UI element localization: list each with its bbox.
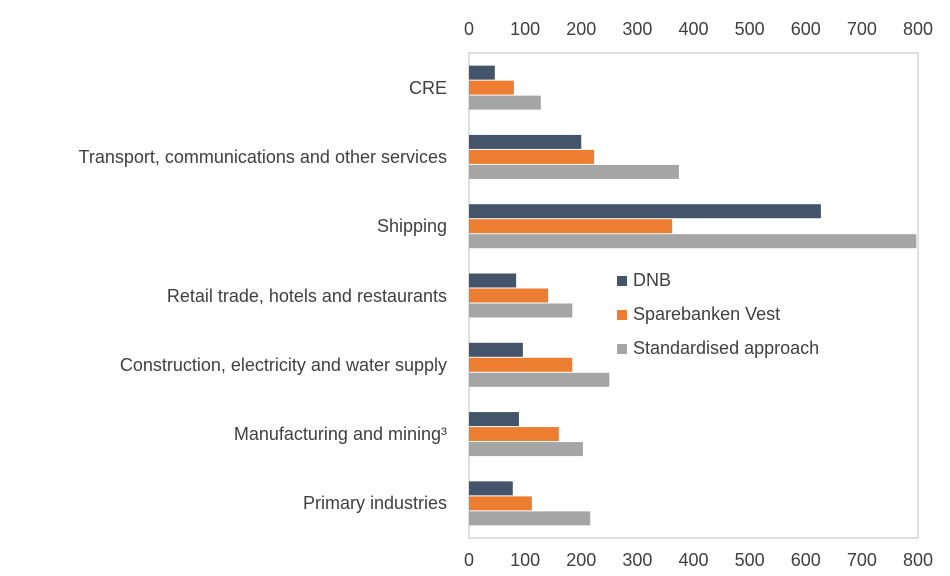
x-tick-label-bottom: 500 (735, 550, 765, 570)
legend-swatch (617, 310, 627, 320)
bar (469, 511, 591, 526)
category-label: Construction, electricity and water supp… (119, 354, 447, 375)
bar (469, 219, 673, 234)
x-tick-label-top: 400 (678, 19, 708, 39)
category-label: Primary industries (302, 493, 447, 514)
x-tick-label-top: 100 (510, 19, 540, 39)
x-tick-label-top: 200 (566, 19, 596, 39)
x-tick-label-top: 0 (464, 19, 474, 39)
bar (469, 164, 679, 179)
legend-label: DNB (633, 270, 671, 290)
bar (469, 481, 513, 496)
bar (469, 65, 495, 80)
legend-swatch (617, 344, 627, 354)
x-tick-label-bottom: 0 (464, 550, 474, 570)
legend-label: Standardised approach (633, 338, 819, 358)
x-tick-label-top: 700 (847, 19, 877, 39)
bar (469, 204, 821, 219)
x-tick-label-top: 600 (791, 19, 821, 39)
bar (469, 80, 514, 95)
x-tick-label-bottom: 200 (566, 550, 596, 570)
x-tick-label-bottom: 400 (678, 550, 708, 570)
bar (469, 372, 610, 387)
bar (469, 273, 517, 288)
category-label: Manufacturing and mining³ (233, 424, 447, 445)
x-tick-label-top: 300 (622, 19, 652, 39)
category-label: Shipping (376, 216, 447, 237)
x-tick-label-bottom: 700 (847, 550, 877, 570)
category-label: CRE (408, 77, 447, 98)
bar (469, 496, 532, 511)
legend-swatch (617, 276, 627, 286)
bar (469, 412, 519, 427)
bar (469, 357, 573, 372)
bar (469, 442, 583, 457)
category-label: Transport, communications and other serv… (78, 146, 448, 167)
x-tick-label-bottom: 800 (903, 550, 933, 570)
bar (469, 303, 573, 318)
bar (469, 95, 541, 110)
bar (469, 234, 917, 249)
x-tick-label-bottom: 600 (791, 550, 821, 570)
x-tick-label-top: 800 (903, 19, 933, 39)
bar (469, 427, 559, 442)
bar (469, 149, 595, 164)
legend-label: Sparebanken Vest (633, 304, 780, 324)
bar (469, 342, 523, 357)
x-tick-label-top: 500 (735, 19, 765, 39)
bar (469, 134, 582, 149)
x-tick-label-bottom: 300 (622, 550, 652, 570)
x-tick-label-bottom: 100 (510, 550, 540, 570)
category-label: Retail trade, hotels and restaurants (166, 285, 447, 306)
bar (469, 288, 549, 303)
